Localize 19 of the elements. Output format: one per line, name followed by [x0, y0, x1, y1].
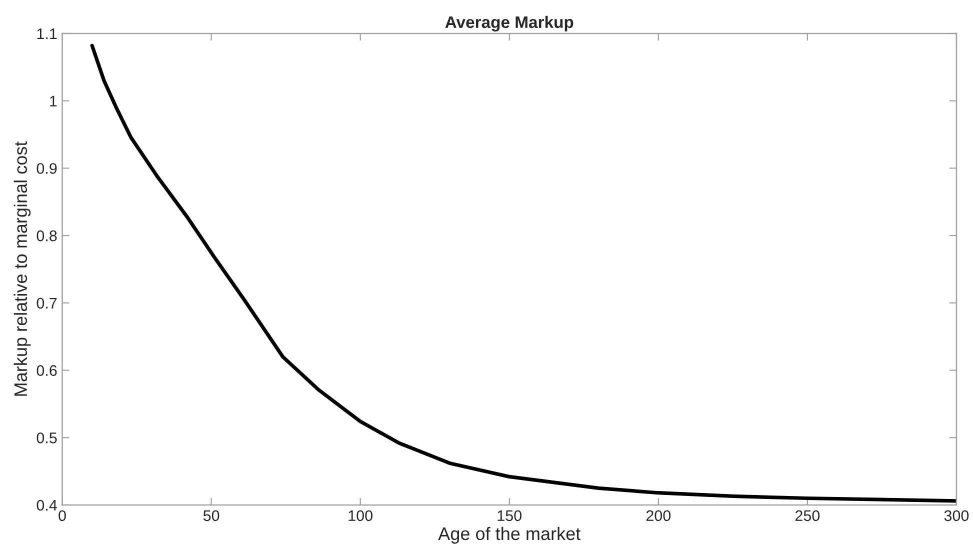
x-tick-label: 300 [944, 510, 969, 522]
x-axis-title: Age of the market [438, 526, 580, 544]
y-tick-label: 0.6 [36, 365, 57, 376]
x-tick-label: 0 [58, 510, 66, 522]
y-tick-label: 0.7 [36, 298, 57, 309]
x-tick-label: 100 [348, 510, 372, 522]
y-tick-label: 0.5 [36, 432, 57, 444]
y-tick-label: 0.9 [36, 163, 57, 174]
y-tick-label: 0.4 [36, 500, 57, 511]
x-tick-label: 250 [795, 510, 820, 522]
x-tick-label: 50 [203, 510, 220, 522]
x-tick-label: 200 [646, 510, 671, 522]
x-tick-label: 150 [498, 510, 522, 522]
chart-title: Average Markup [445, 16, 574, 32]
y-tick-label: 0.8 [36, 230, 57, 242]
y-tick-label: 1.1 [37, 28, 57, 40]
y-axis-title: Markup relative to marginal cost [14, 141, 31, 396]
y-tick-label: 1 [50, 96, 57, 106]
line-series [90, 44, 956, 503]
